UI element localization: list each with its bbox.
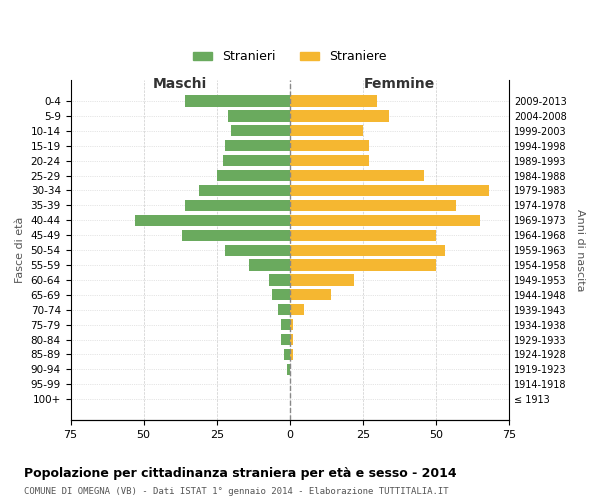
Bar [290,290,331,300]
Bar [290,260,436,270]
Bar [290,140,369,151]
Bar [226,244,290,256]
Bar [182,230,290,241]
Y-axis label: Anni di nascita: Anni di nascita [575,209,585,292]
Text: Maschi: Maschi [153,76,207,90]
Text: Popolazione per cittadinanza straniera per età e sesso - 2014: Popolazione per cittadinanza straniera p… [24,468,457,480]
Bar [290,304,304,316]
Text: COMUNE DI OMEGNA (VB) - Dati ISTAT 1° gennaio 2014 - Elaborazione TUTTITALIA.IT: COMUNE DI OMEGNA (VB) - Dati ISTAT 1° ge… [24,487,449,496]
Bar [185,200,290,211]
Bar [290,244,445,256]
Bar [226,140,290,151]
Bar [290,125,363,136]
Bar [290,155,369,166]
Bar [290,334,293,345]
Bar [185,96,290,106]
Bar [290,230,436,241]
Bar [290,274,354,285]
Bar [281,334,290,345]
Bar [199,185,290,196]
Bar [217,170,290,181]
Bar [135,214,290,226]
Bar [290,110,389,122]
Legend: Stranieri, Straniere: Stranieri, Straniere [188,46,392,68]
Bar [272,290,290,300]
Bar [290,170,424,181]
Bar [290,214,480,226]
Bar [269,274,290,285]
Bar [290,319,293,330]
Bar [284,349,290,360]
Bar [229,110,290,122]
Bar [232,125,290,136]
Bar [290,96,377,106]
Bar [290,185,488,196]
Y-axis label: Fasce di età: Fasce di età [15,217,25,284]
Bar [278,304,290,316]
Bar [290,200,457,211]
Bar [223,155,290,166]
Bar [281,319,290,330]
Text: Femmine: Femmine [364,76,435,90]
Bar [290,349,293,360]
Bar [249,260,290,270]
Bar [287,364,290,375]
